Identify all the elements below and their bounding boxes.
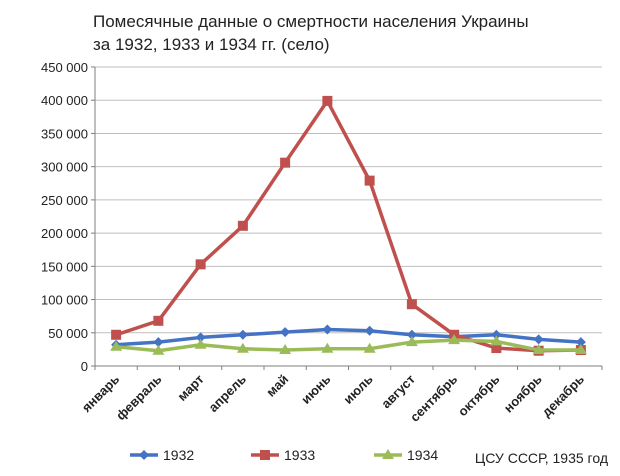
y-tick-label: 350 000 <box>41 126 88 141</box>
chart-title-line: за 1932, 1933 и 1934 гг. (село) <box>93 35 330 54</box>
y-tick-label: 0 <box>81 359 88 374</box>
legend-marker <box>139 450 149 460</box>
series <box>110 95 587 356</box>
data-point <box>364 325 375 336</box>
x-tick-label: март <box>174 372 206 404</box>
data-point <box>152 344 165 355</box>
data-point <box>406 299 417 310</box>
axes <box>94 67 602 367</box>
data-point <box>194 338 207 349</box>
y-tick-label: 400 000 <box>41 93 88 108</box>
data-point <box>364 175 375 186</box>
data-point <box>321 342 334 353</box>
data-point <box>491 329 502 340</box>
data-point <box>237 329 248 340</box>
legend-marker <box>382 449 394 459</box>
y-tick-label: 450 000 <box>41 60 88 75</box>
series-line <box>115 338 581 353</box>
chart-title-line: Помесячные данные о смертности населения… <box>93 12 529 31</box>
x-tick-label: май <box>263 372 291 400</box>
y-tick-label: 300 000 <box>41 160 88 175</box>
chart-title: Помесячные данные о смертности населения… <box>93 12 529 54</box>
legend-item: 1932 <box>130 447 194 463</box>
x-tick-label: август <box>378 372 418 412</box>
data-point <box>237 220 248 231</box>
x-tick-label: февраль <box>113 372 165 424</box>
data-point <box>491 343 502 354</box>
data-point <box>195 259 206 270</box>
series-line <box>115 99 581 353</box>
legend-label: 1933 <box>284 447 315 463</box>
data-point <box>280 327 291 338</box>
x-tick-label: июль <box>340 372 375 407</box>
x-tick-label: апрель <box>205 372 248 415</box>
legend-marker <box>260 450 270 460</box>
data-point <box>532 344 545 355</box>
source-note: ЦСУ СССР, 1935 год <box>475 450 608 466</box>
data-point <box>574 344 587 355</box>
data-point <box>111 329 122 340</box>
y-tick-label: 150 000 <box>41 259 88 274</box>
data-point <box>153 315 164 326</box>
legend-item: 1934 <box>374 447 438 463</box>
series-line <box>116 327 581 347</box>
data-point <box>279 344 292 355</box>
y-axis-ticks: 0 50 000 100 000 150 000 200 000 250 000 300 0… <box>41 60 95 374</box>
series-1934 <box>110 334 587 355</box>
x-tick-label: июнь <box>298 372 333 407</box>
data-point <box>405 336 418 347</box>
data-point <box>490 335 503 346</box>
series-1933 <box>111 95 586 356</box>
data-point <box>236 342 249 353</box>
y-tick-label: 100 000 <box>41 293 88 308</box>
data-point <box>363 342 376 353</box>
x-tick-label: октябрь <box>455 372 503 420</box>
y-tick-label: 200 000 <box>41 226 88 241</box>
y-tick-label: 250 000 <box>41 193 88 208</box>
legend: 1932 1933 1934 <box>130 447 438 463</box>
data-point <box>195 332 206 343</box>
legend-item: 1933 <box>251 447 315 463</box>
series-1932 <box>111 324 586 350</box>
data-point <box>322 95 333 106</box>
data-point <box>322 324 333 335</box>
x-tick-label: декабрь <box>539 372 587 420</box>
data-point <box>575 337 586 348</box>
data-point <box>533 334 544 345</box>
data-point <box>110 340 123 351</box>
gridlines <box>95 66 602 334</box>
data-point <box>406 329 417 340</box>
legend-label: 1932 <box>163 447 194 463</box>
data-point <box>153 337 164 348</box>
y-tick-label: 50 000 <box>48 326 88 341</box>
legend-label: 1934 <box>407 447 438 463</box>
data-point <box>448 334 461 345</box>
data-point <box>280 157 291 168</box>
